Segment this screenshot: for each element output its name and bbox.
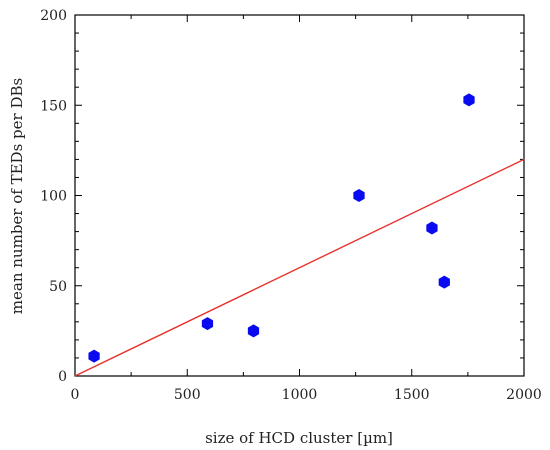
data-point [438, 275, 450, 289]
x-tick-label: 0 [71, 387, 80, 403]
x-tick-label: 1000 [282, 387, 318, 403]
axis-ticks [74, 14, 525, 377]
y-tick-label: 0 [58, 369, 67, 385]
x-axis-label: size of HCD cluster [µm] [205, 429, 393, 447]
data-point [353, 189, 365, 202]
plot-frame [74, 14, 525, 377]
fit-line-group [74, 158, 525, 377]
data-point [201, 317, 214, 331]
fit-line [74, 158, 525, 377]
data-point [426, 221, 438, 235]
y-tick-label: 200 [40, 8, 67, 24]
tick-labels: 0 500 1000 1500 2000 0 50 100 150 200 [40, 8, 542, 403]
y-tick-label: 150 [40, 98, 67, 114]
y-axis-label: mean number of TEDs per DBs [8, 78, 26, 314]
x-tick-label: 1500 [394, 387, 430, 403]
data-points [88, 93, 475, 363]
data-point [463, 93, 475, 107]
x-tick-label: 2000 [506, 387, 542, 403]
y-tick-label: 50 [49, 279, 67, 295]
y-tick-label: 100 [40, 189, 67, 205]
data-point [88, 349, 100, 363]
data-point [247, 324, 260, 338]
x-tick-label: 500 [174, 387, 201, 403]
